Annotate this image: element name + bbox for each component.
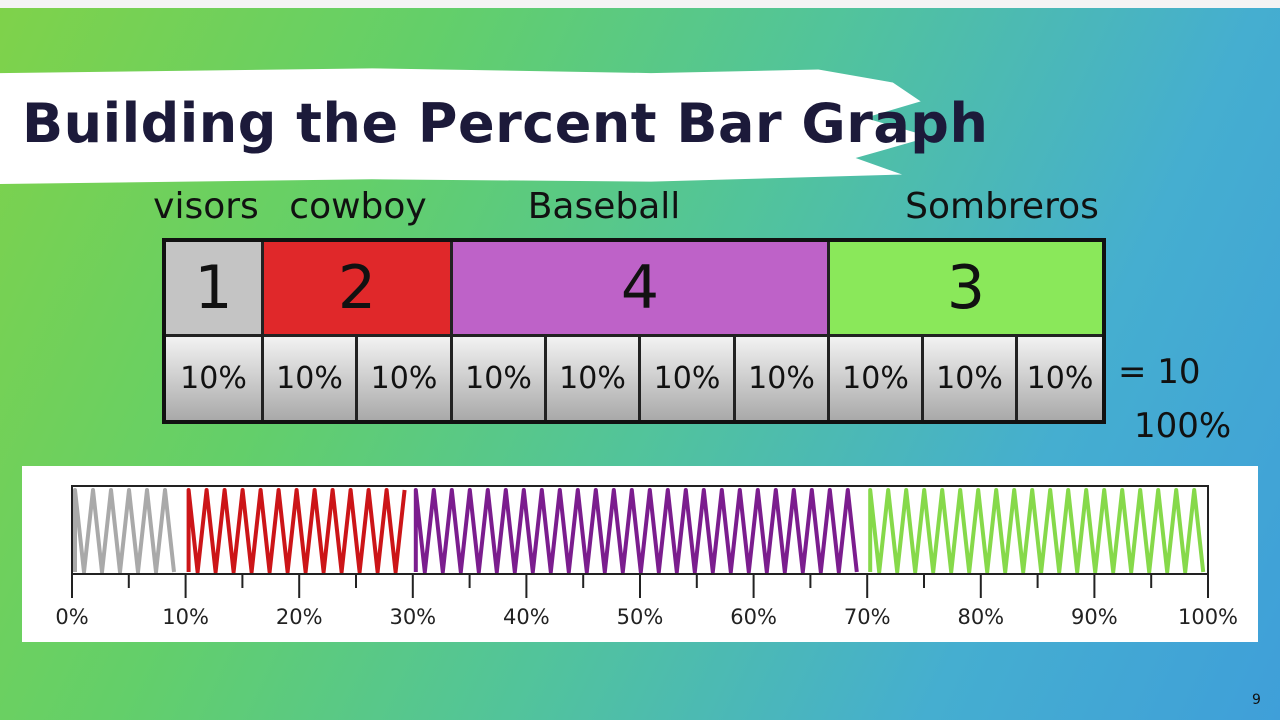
percent-cell: 10% [453,334,547,420]
percent-cell: 10% [924,334,1018,420]
page-number: 9 [1252,692,1261,708]
percent-cell: 10% [641,334,736,420]
percent-cell: 10% [1018,334,1102,420]
x-tick-label: 10% [162,605,209,629]
x-tick-label: 100% [1178,605,1238,629]
percent-cell: 10% [264,334,358,420]
x-tick-label: 30% [389,605,436,629]
x-tick-label: 40% [503,605,550,629]
x-tick-label: 60% [730,605,777,629]
percent-cell: 10% [547,334,641,420]
percent-cell: 10% [166,334,264,420]
title-brush-stroke [0,68,930,184]
chart-segment-1 [73,488,176,574]
count-bar-diagram: 1 2 4 3 10% 10% 10% 10% 10% 10% 10% 10% … [162,238,1106,424]
chart-segment-4 [868,488,1206,574]
slide-title: Building the Percent Bar Graph [22,92,989,155]
x-tick-label: 80% [957,605,1004,629]
count-cell-baseball: 4 [453,242,830,334]
x-tick-label: 70% [844,605,891,629]
count-cell-cowboy: 2 [264,242,453,334]
percent-cell: 10% [358,334,453,420]
category-label-sombreros: Sombreros [905,186,1099,227]
slide-top-strip [0,0,1280,8]
x-tick-label: 50% [617,605,664,629]
count-cell-sombreros: 3 [830,242,1102,334]
category-label-visors: visors [153,186,259,227]
category-label-baseball: Baseball [527,186,681,227]
chart-segment-2 [186,488,407,574]
total-percent-note: 100% [1134,406,1232,446]
chart-segment-3 [413,488,859,574]
percent-bar-chart: 0% 10% 20% 30% 40% 50% 60% 70% 80% 90% 100% [55,485,1238,629]
x-tick-label: 0% [55,605,88,629]
percent-bar-chart-panel: 0% 10% 20% 30% 40% 50% 60% 70% 80% 90% 100% [22,466,1258,642]
equals-ten-note: = 10 [1118,352,1201,392]
percent-cell: 10% [830,334,924,420]
count-cell-visors: 1 [166,242,264,334]
x-tick-label: 20% [276,605,323,629]
category-label-cowboy: cowboy [289,186,427,227]
percent-cell: 10% [736,334,830,420]
x-tick-label: 90% [1071,605,1118,629]
